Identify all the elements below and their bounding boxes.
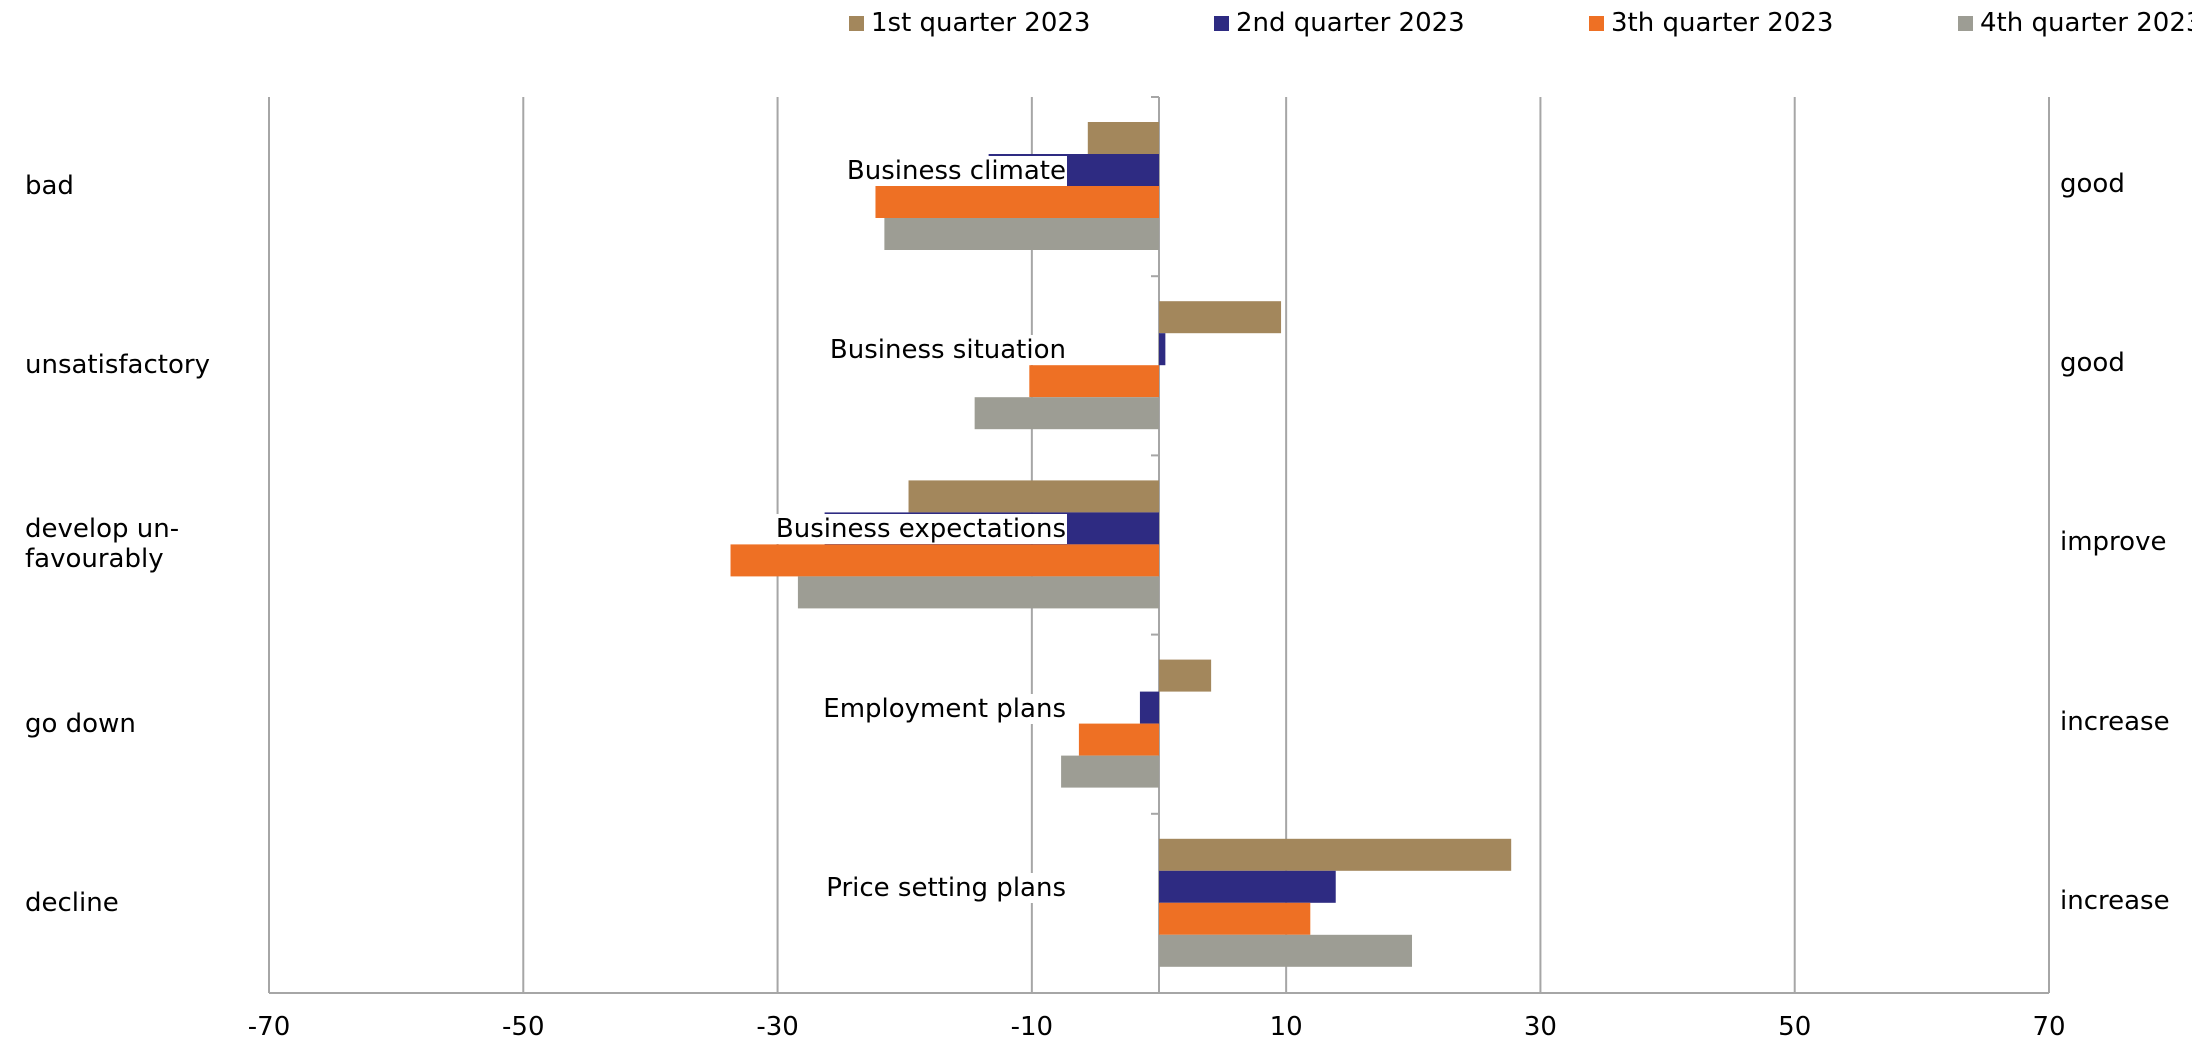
- x-tick-label: 50: [1778, 1012, 1812, 1042]
- legend-label: 2nd quarter 2023: [1236, 8, 1465, 38]
- legend-swatch: [1214, 15, 1229, 31]
- legend-item: 4th quarter 2023: [1958, 8, 2192, 38]
- legend-label: 1st quarter 2023: [871, 8, 1091, 38]
- bar: [875, 186, 1159, 218]
- right-scale-label: good: [2060, 348, 2125, 379]
- category-label: Price setting plans: [825, 872, 1067, 903]
- bar: [1159, 870, 1336, 903]
- bar: [1087, 122, 1159, 154]
- legend-swatch: [1958, 15, 1973, 31]
- right-scale-label: increase: [2060, 885, 2170, 916]
- left-scale-label: bad: [25, 171, 74, 201]
- x-tick-label: 30: [1523, 1012, 1557, 1042]
- right-scale-label: improve: [2060, 527, 2167, 558]
- category-label: Business climate: [845, 156, 1067, 186]
- legend-swatch: [1589, 15, 1604, 31]
- bar: [1159, 838, 1512, 871]
- left-scale-label: unsatisfactory: [25, 350, 210, 381]
- left-scale-label: decline: [25, 887, 119, 918]
- x-tick-label: 10: [1269, 1012, 1303, 1042]
- bar: [1139, 691, 1159, 724]
- legend-item: 2nd quarter 2023: [1214, 8, 1465, 38]
- legend-item: 1st quarter 2023: [849, 8, 1090, 38]
- bar: [974, 397, 1159, 430]
- bar: [1159, 301, 1282, 334]
- bar: [730, 544, 1159, 577]
- bar: [1159, 333, 1166, 366]
- bar: [1061, 755, 1159, 788]
- bar: [908, 480, 1159, 513]
- legend-swatch: [849, 15, 864, 31]
- bar: [1159, 659, 1212, 692]
- left-scale-label: develop un-favourably: [25, 514, 180, 575]
- right-scale-label: good: [2060, 169, 2125, 199]
- legend-label: 4th quarter 2023: [1980, 8, 2192, 38]
- bar: [797, 576, 1159, 609]
- category-label: Business expectations: [774, 514, 1067, 545]
- x-tick-label: -10: [1010, 1012, 1054, 1042]
- bar: [884, 218, 1159, 250]
- legend-item: 3th quarter 2023: [1589, 8, 1833, 38]
- legend-label: 3th quarter 2023: [1611, 8, 1834, 38]
- right-scale-label: increase: [2060, 706, 2170, 737]
- left-scale-label: go down: [25, 708, 136, 739]
- x-tick-label: -50: [502, 1012, 545, 1042]
- category-label: Business situation: [828, 335, 1067, 366]
- category-label: Employment plans: [822, 693, 1067, 724]
- bar: [1078, 723, 1159, 756]
- bar: [1159, 934, 1413, 967]
- bar: [1029, 365, 1159, 398]
- bar: [1159, 902, 1311, 935]
- x-tick-label: -70: [247, 1012, 291, 1042]
- chart-legend: 1st quarter 2023 2nd quarter 2023 3th quar…: [0, 8, 2192, 44]
- x-tick-label: 70: [2032, 1012, 2066, 1042]
- x-tick-label: -30: [756, 1012, 799, 1042]
